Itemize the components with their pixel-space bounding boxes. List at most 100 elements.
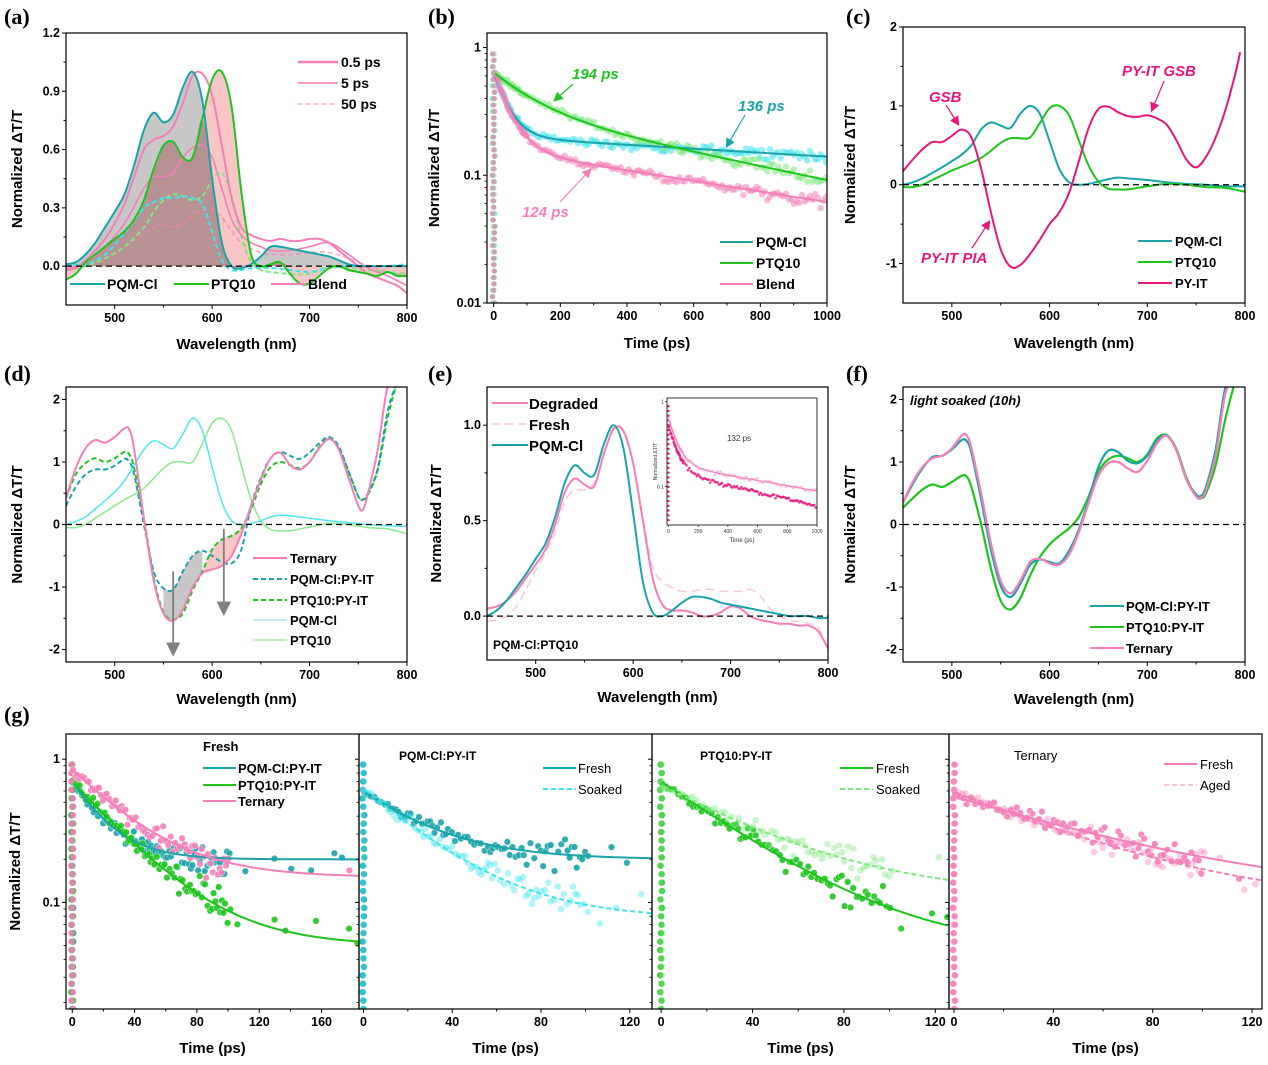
data-point — [492, 236, 498, 242]
data-point — [725, 484, 728, 488]
data-point — [657, 811, 664, 819]
data-point — [658, 997, 665, 1004]
data-point — [196, 860, 204, 868]
data-point — [740, 485, 743, 489]
data-point — [829, 892, 837, 900]
data-point — [667, 461, 670, 465]
legend-label: Blend — [308, 276, 347, 292]
x-tick-label: 1000 — [813, 309, 841, 323]
data-point — [681, 461, 685, 465]
series-line-pqm-cl — [487, 424, 828, 620]
inset-x-tick-label: 1000 — [811, 529, 822, 535]
data-point — [490, 274, 496, 281]
series-line-ternary — [66, 387, 389, 622]
data-point — [935, 854, 943, 861]
data-point — [563, 900, 571, 908]
legend-label: Ternary — [290, 551, 337, 566]
legend-label: PTQ10 — [756, 255, 801, 271]
data-point — [950, 946, 957, 954]
legend-label: PQM-Cl — [756, 234, 807, 250]
data-point — [739, 826, 747, 834]
data-point — [1003, 813, 1011, 821]
legend-label: Fresh — [1200, 757, 1233, 772]
data-point — [473, 863, 480, 871]
data-point — [489, 294, 495, 300]
y-axis-title: Normalized ΔT/T — [9, 110, 26, 228]
data-point — [850, 845, 857, 852]
panel-label-e: (e) — [428, 361, 452, 386]
data-point — [950, 929, 958, 937]
data-point — [69, 828, 77, 836]
plot-area — [66, 69, 407, 295]
data-point — [656, 938, 664, 945]
data-point — [657, 803, 664, 810]
data-point — [657, 778, 664, 785]
y-tick-label: 0.9 — [43, 84, 60, 98]
y-tick-label: 1 — [474, 41, 481, 55]
series-line-ptq10 — [903, 104, 1245, 193]
data-point — [949, 803, 957, 810]
data-point — [950, 845, 957, 853]
data-point — [271, 916, 279, 924]
data-point — [667, 490, 670, 493]
data-point — [870, 892, 878, 900]
data-point — [830, 844, 838, 852]
data-point — [950, 921, 957, 928]
series-line-ternary — [903, 387, 1230, 595]
data-point — [950, 904, 958, 912]
data-point — [943, 913, 949, 921]
fit-line-ptq10-py-it — [73, 782, 359, 943]
data-point — [167, 833, 175, 841]
data-point — [547, 897, 554, 905]
inset-annotation: 132 ps — [727, 434, 751, 443]
data-point — [571, 843, 579, 851]
data-point — [949, 946, 957, 954]
x-tick-label: 500 — [941, 668, 962, 682]
panel-label-b: (b) — [428, 4, 455, 29]
data-point — [951, 811, 959, 819]
data-point — [68, 786, 75, 794]
data-point — [657, 769, 665, 777]
data-point — [951, 938, 958, 945]
legend-label: Soaked — [578, 782, 622, 797]
x-tick-label: 600 — [1039, 309, 1060, 323]
fit-line-pqm-cl-py-it — [73, 782, 359, 861]
inset-x-axis-title: Time (ps) — [729, 538, 754, 544]
x-tick-label: 800 — [750, 309, 771, 323]
data-point — [818, 855, 826, 863]
legend-g3: Fresh Soaked — [840, 761, 920, 797]
plot-area — [903, 387, 1235, 611]
data-point — [804, 863, 812, 871]
x-axis-title: Time (ps) — [1072, 1040, 1138, 1057]
data-point — [897, 925, 905, 933]
data-point — [503, 838, 511, 846]
x-tick-label: 600 — [683, 309, 704, 323]
data-point — [361, 811, 368, 819]
data-point — [657, 972, 664, 979]
data-point — [961, 790, 969, 797]
data-point — [359, 887, 367, 895]
plot-area — [949, 761, 1262, 1009]
data-point — [489, 185, 495, 191]
legend-g4: Fresh Aged — [1164, 757, 1233, 793]
x-tick-label: 40 — [746, 1015, 760, 1029]
data-point — [658, 820, 665, 827]
series-line-pqm-cl-py-it — [903, 387, 1227, 599]
data-point — [491, 249, 498, 255]
data-point — [1156, 861, 1163, 869]
data-point — [535, 892, 543, 900]
data-point — [974, 794, 982, 801]
y-tick-label: 1 — [53, 455, 60, 469]
data-point — [838, 849, 846, 856]
data-point — [69, 879, 76, 886]
data-point — [756, 156, 763, 163]
data-point — [451, 837, 459, 845]
data-point — [670, 432, 673, 436]
legend-label: PY-IT — [1175, 276, 1208, 291]
data-point — [790, 166, 798, 173]
data-point — [950, 854, 957, 861]
data-point — [774, 836, 782, 843]
legend-d: Ternary PQM-Cl:PY-IT PTQ10:PY-IT PQM-Cl … — [253, 551, 374, 648]
data-point — [486, 861, 494, 869]
data-point — [841, 858, 848, 865]
